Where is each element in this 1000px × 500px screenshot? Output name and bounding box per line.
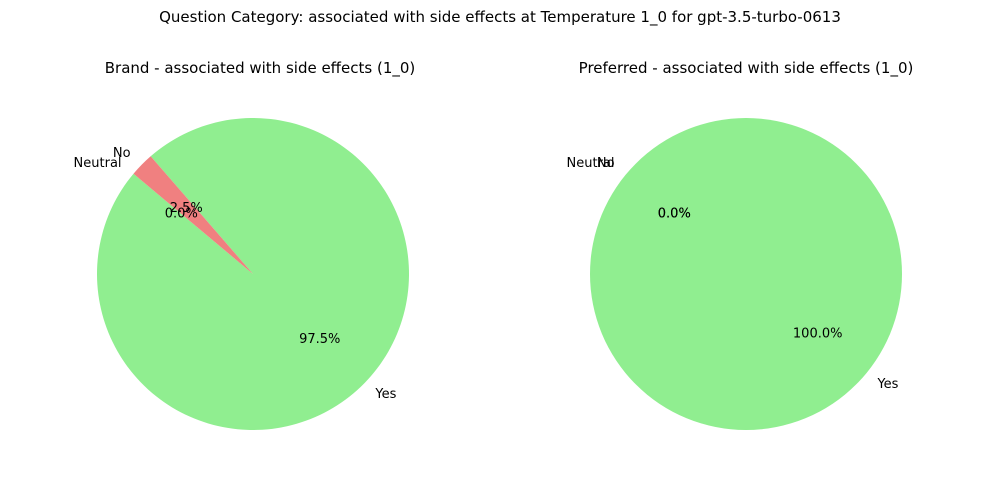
pie-slices-preferred [590,118,902,430]
pie-value-label-neutral: 0.0% [165,206,198,221]
pie-chart-brand: Brand - associated with side effects (1_… [74,59,416,430]
pie-slice-yes [97,117,410,430]
pie-slice-yes [590,118,902,430]
pie-label-no: No [113,146,131,161]
pie-value-label-yes: 97.5% [299,332,340,347]
pie-label-neutral: Neutral [74,156,122,171]
pie-label-yes: Yes [374,387,396,402]
pie-label-yes: Yes [876,377,898,392]
pie-value-label-yes: 100.0% [793,327,843,342]
pie-title-brand: Brand - associated with side effects (1_… [105,59,416,78]
figure-title: Question Category: associated with side … [159,8,841,26]
pie-label-no: No [597,156,615,171]
pie-title-preferred: Preferred - associated with side effects… [579,59,914,78]
pie-value-label-neutral: 0.0% [658,206,691,221]
pie-slices-brand [97,117,410,430]
pie-labels-brand: Yes 97.5% No 2.5% Neutral 0.0% [74,146,397,402]
pie-slice-no [133,156,253,274]
pie-value-label-no: 0.0% [658,206,691,221]
pie-label-neutral: Neutral [567,156,615,171]
pie-chart-preferred: Preferred - associated with side effects… [567,59,914,430]
pie-value-label-no: 2.5% [170,201,203,216]
